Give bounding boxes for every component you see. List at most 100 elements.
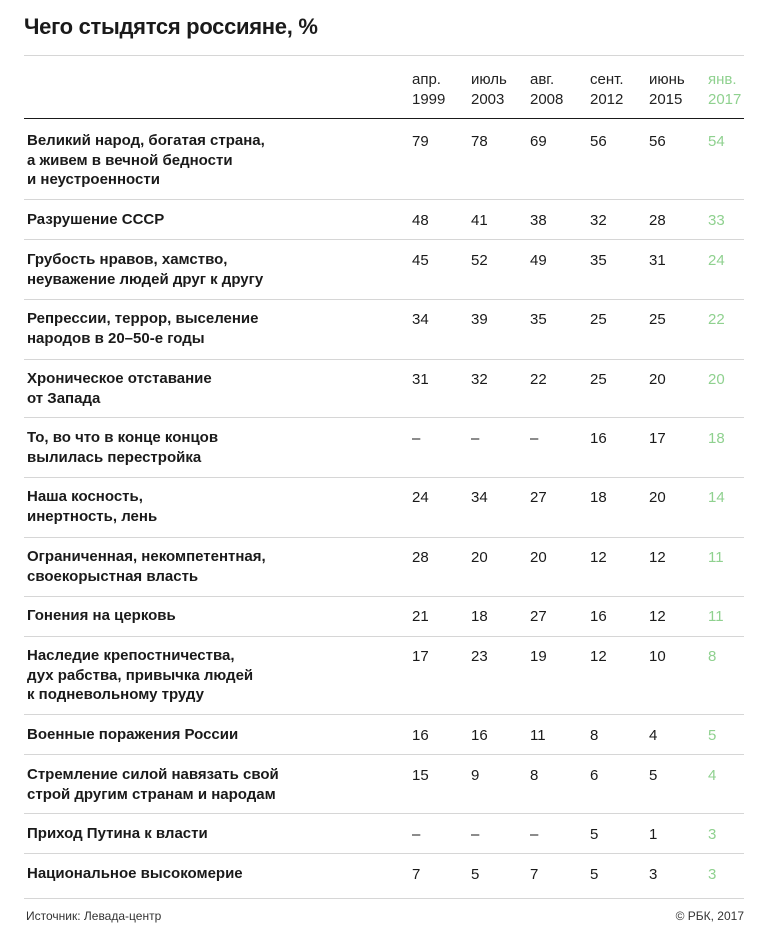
row-divider (24, 596, 744, 597)
table-cell: 17 (649, 430, 666, 447)
table-cell: 4 (708, 767, 717, 784)
table-cell: 32 (471, 371, 488, 388)
table-cell: 12 (649, 608, 666, 625)
table-cell: 10 (649, 648, 666, 665)
row-divider (24, 714, 744, 715)
column-header-month: янв. (708, 71, 737, 88)
table-cell: 24 (412, 489, 429, 506)
table-cell: 25 (590, 371, 607, 388)
row-divider (24, 359, 744, 360)
row-label: Стремление силой навязать свой строй дру… (27, 766, 279, 803)
column-header-year: 1999 (412, 91, 446, 108)
table-cell: 20 (530, 549, 547, 566)
table-cell: 3 (649, 866, 658, 883)
table-cell: 5 (649, 767, 658, 784)
column-header-year: 2008 (530, 91, 564, 108)
table-cell: 27 (530, 489, 547, 506)
row-label: Ограниченная, некомпетентная, своекорыст… (27, 548, 266, 585)
column-header: апр. 1999 (412, 70, 445, 110)
column-header: июнь 2015 (649, 70, 685, 110)
table-cell: 11 (708, 608, 724, 625)
table-cell: 9 (471, 767, 480, 784)
table-cell: 15 (412, 767, 429, 784)
table-cell: 41 (471, 212, 488, 229)
table-cell: 5 (708, 727, 717, 744)
table-cell: 69 (530, 133, 547, 150)
table-cell: – (530, 430, 539, 447)
table-cell: 16 (471, 727, 488, 744)
row-divider (24, 417, 744, 418)
table-cell: 34 (471, 489, 488, 506)
table-cell: 52 (471, 252, 488, 269)
table-cell: – (471, 430, 480, 447)
table-cell: 54 (708, 133, 725, 150)
table-cell: 5 (471, 866, 480, 883)
table-cell: 79 (412, 133, 429, 150)
row-divider (24, 477, 744, 478)
row-divider (24, 299, 744, 300)
table-cell: 21 (412, 608, 429, 625)
table-cell: 78 (471, 133, 488, 150)
row-divider (24, 636, 744, 637)
row-label: Репрессии, террор, выселение народов в 2… (27, 310, 259, 347)
table-cell: 18 (708, 430, 725, 447)
table-cell: 14 (708, 489, 725, 506)
row-divider (24, 239, 744, 240)
table-cell: 28 (412, 549, 429, 566)
table-cell: 25 (590, 311, 607, 328)
column-header-month: сент. (590, 71, 624, 88)
row-label: Военные поражения России (27, 726, 239, 743)
table-cell: 8 (590, 727, 599, 744)
column-header-year: 2017 (708, 91, 742, 108)
table-cell: 12 (649, 549, 666, 566)
table-cell: 22 (708, 311, 725, 328)
table-cell: 19 (530, 648, 547, 665)
row-label: Грубость нравов, хамство, неуважение люд… (27, 251, 264, 288)
table-cell: 8 (708, 648, 717, 665)
table-cell: 20 (708, 371, 725, 388)
table-cell: 24 (708, 252, 725, 269)
table-cell: 34 (412, 311, 429, 328)
table-cell: 16 (590, 430, 607, 447)
bottom-divider (24, 898, 744, 899)
row-label: Гонения на церковь (27, 607, 176, 624)
table-cell: 5 (590, 866, 599, 883)
table-cell: 49 (530, 252, 547, 269)
table-cell: 56 (649, 133, 666, 150)
table-cell: 8 (530, 767, 539, 784)
row-label: Наша косность, инертность, лень (27, 488, 158, 525)
table-cell: 48 (412, 212, 429, 229)
table-cell: 32 (590, 212, 607, 229)
column-header-year: 2015 (649, 91, 683, 108)
table-cell: 18 (590, 489, 607, 506)
column-header-month: июнь (649, 71, 685, 88)
row-divider (24, 754, 744, 755)
column-header: янв. 2017 (708, 70, 741, 110)
table-cell: – (530, 826, 539, 843)
row-label: Наследие крепостничества, дух рабства, п… (27, 647, 254, 703)
table-cell: – (412, 430, 421, 447)
page-title: Чего стыдятся россияне, % (24, 14, 318, 39)
row-label: Приход Путина к власти (27, 825, 208, 842)
table-cell: 20 (649, 371, 666, 388)
row-divider (24, 199, 744, 200)
row-label: Разрушение СССР (27, 211, 165, 228)
table-cell: 28 (649, 212, 666, 229)
table-cell: 7 (530, 866, 539, 883)
table-cell: 38 (530, 212, 547, 229)
table-cell: 3 (708, 826, 717, 843)
header-divider (24, 118, 744, 119)
table-cell: 17 (412, 648, 429, 665)
table-cell: – (471, 826, 480, 843)
column-header-month: июль (471, 71, 507, 88)
source-note: Источник: Левада-центр (26, 909, 162, 923)
column-header-year: 2003 (471, 91, 505, 108)
column-header: авг. 2008 (530, 70, 563, 110)
table-cell: – (412, 826, 421, 843)
table-cell: 18 (471, 608, 488, 625)
table-cell: 22 (530, 371, 547, 388)
table-cell: 4 (649, 727, 658, 744)
column-header-year: 2012 (590, 91, 624, 108)
table-cell: 31 (412, 371, 429, 388)
column-header-month: авг. (530, 71, 555, 88)
